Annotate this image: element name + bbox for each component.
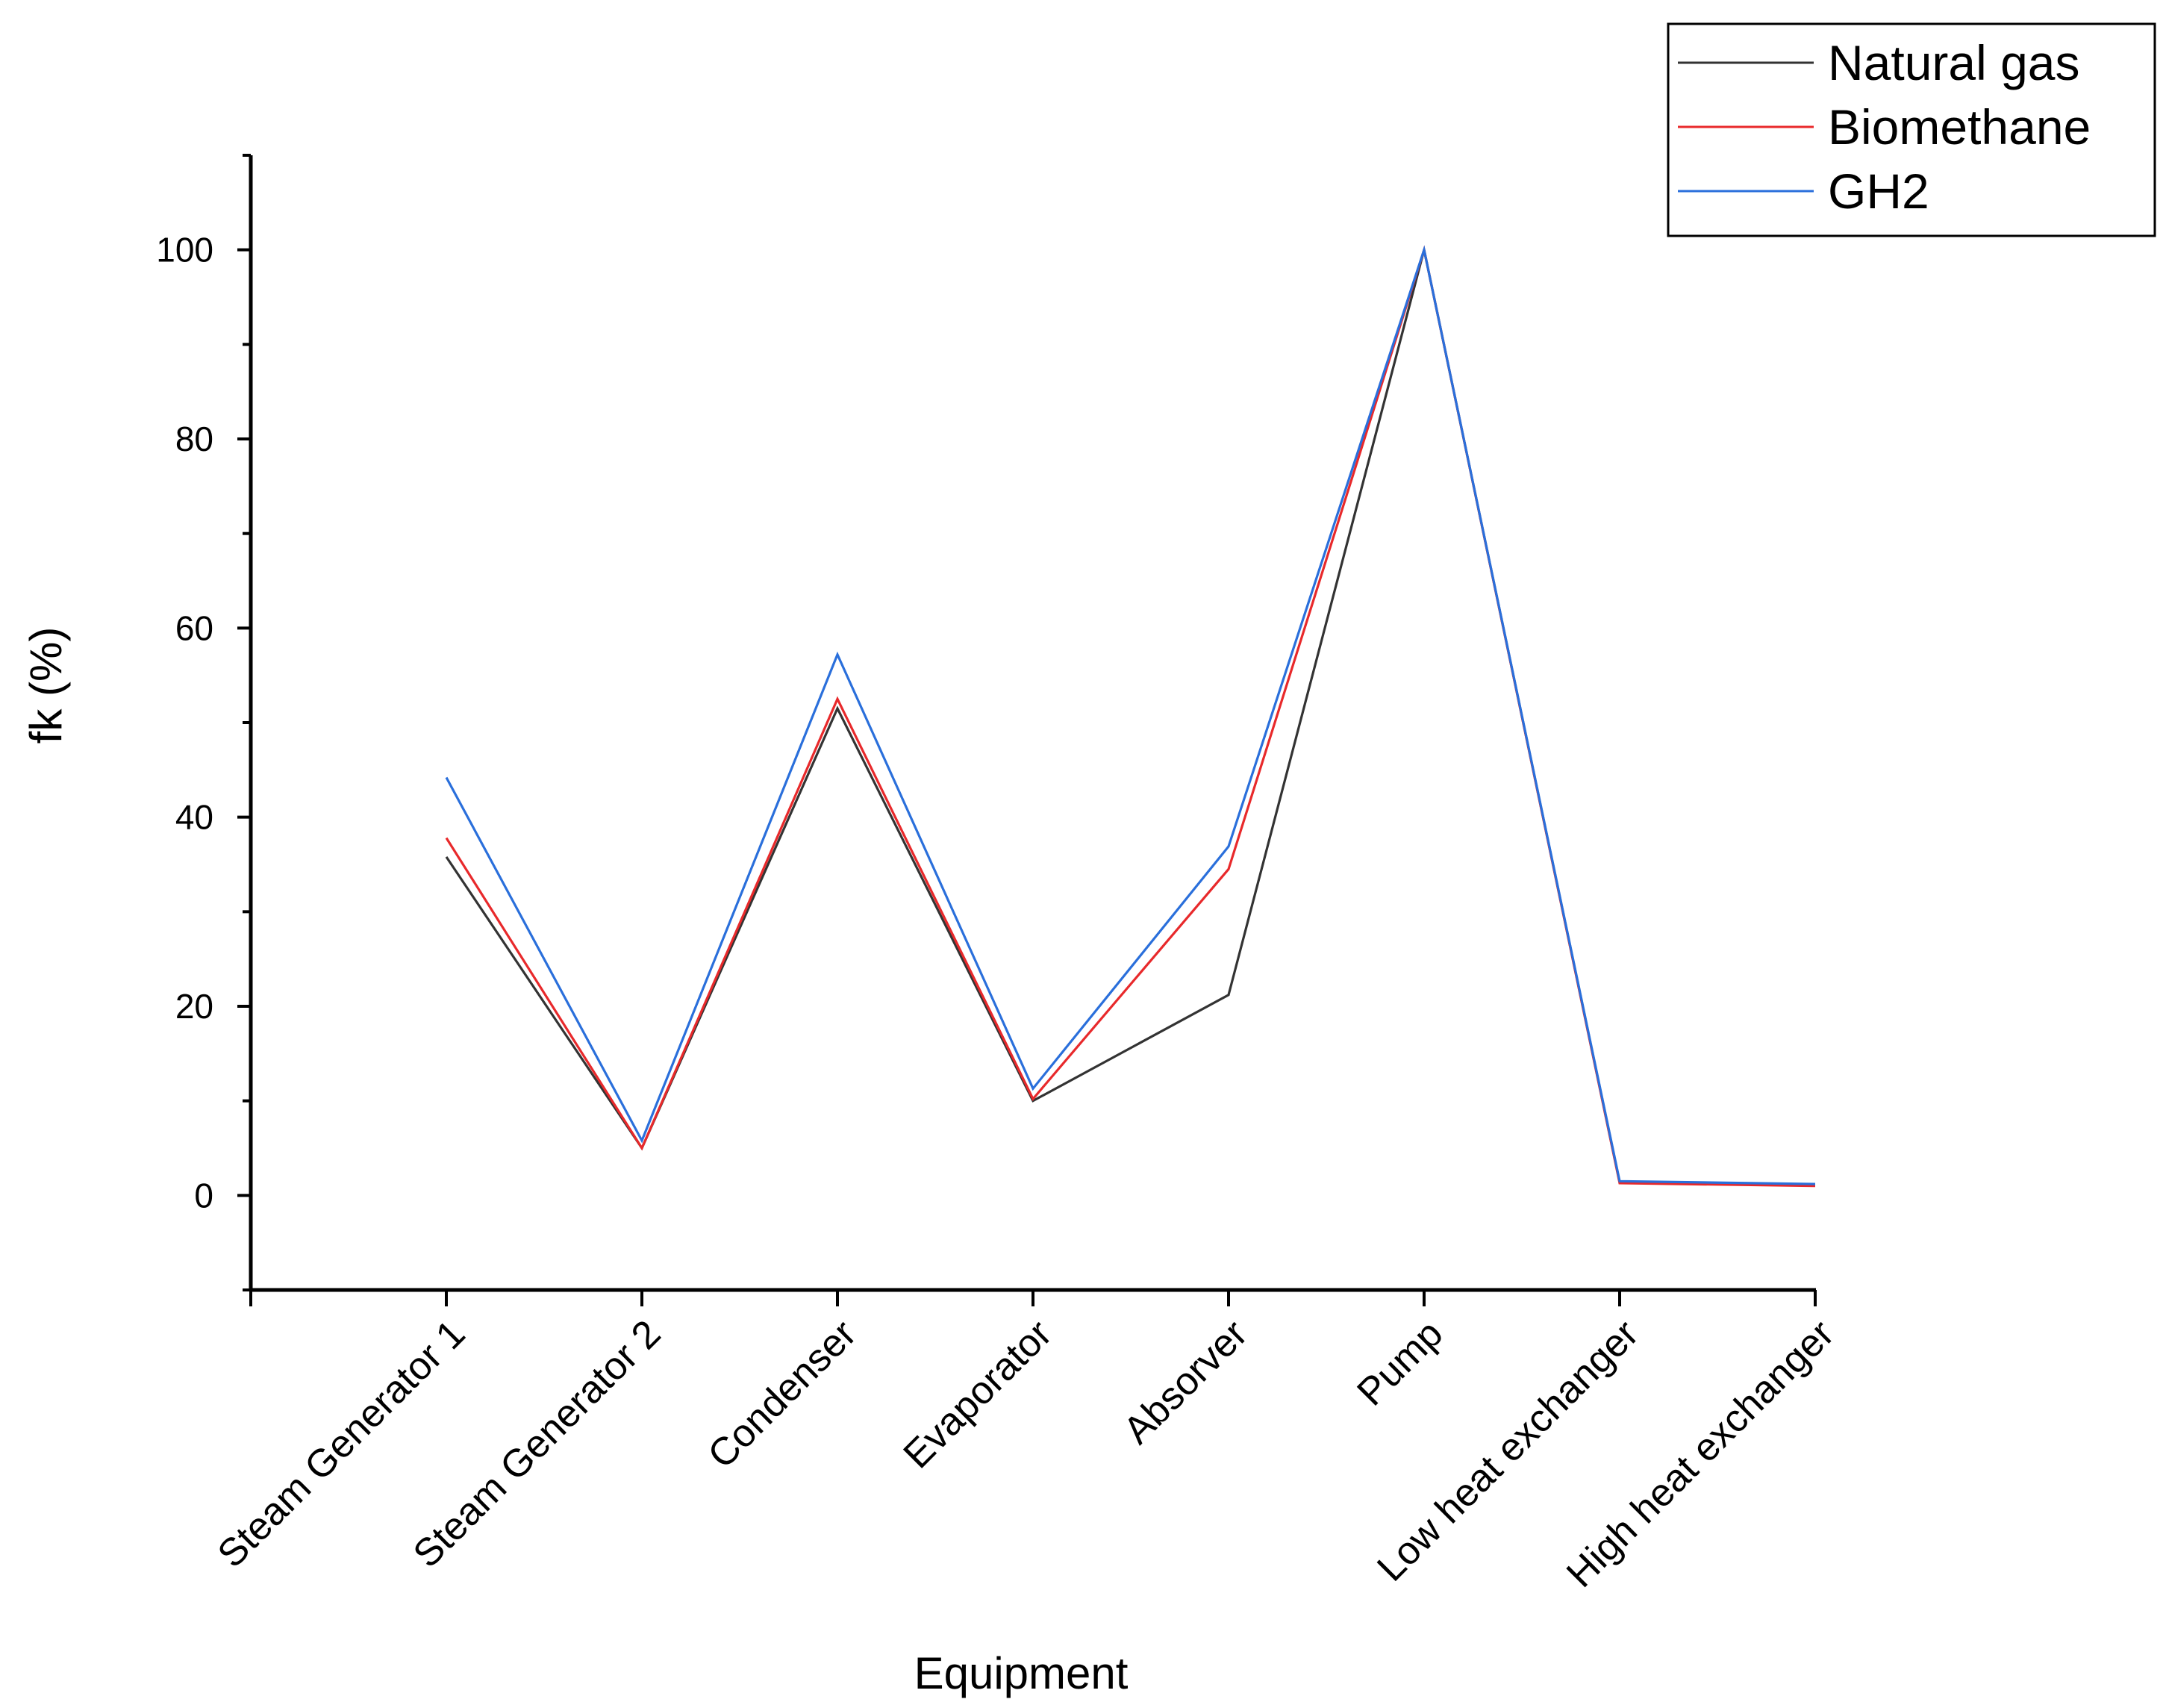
legend-label: GH2 bbox=[1828, 163, 1929, 219]
legend-label: Natural gas bbox=[1828, 35, 2080, 90]
x-tick-label: Pump bbox=[1349, 1312, 1451, 1414]
y-tick-label: 60 bbox=[175, 608, 213, 647]
legend: Natural gas Biomethane GH2 bbox=[1667, 22, 2156, 237]
y-tick-label: 80 bbox=[175, 420, 213, 458]
y-tick-label: 0 bbox=[194, 1176, 213, 1215]
axes bbox=[249, 155, 1816, 1292]
series-lines bbox=[445, 245, 1816, 1188]
y-tick-label: 40 bbox=[175, 798, 213, 837]
y-tick-label: 20 bbox=[175, 987, 213, 1026]
series-line-natural-gas bbox=[445, 249, 1816, 1186]
x-tick-label: Absorver bbox=[1115, 1312, 1255, 1452]
x-tick-label: Condenser bbox=[700, 1312, 865, 1477]
y-ticks: 0 20 40 60 80 100 bbox=[156, 154, 251, 1291]
legend-box bbox=[1667, 22, 2156, 237]
x-axis-title: Equipment bbox=[914, 1648, 1129, 1698]
y-tick-label: 100 bbox=[156, 231, 213, 269]
legend-label: Biomethane bbox=[1828, 99, 2091, 155]
y-axis-title: fk (%) bbox=[21, 627, 71, 744]
series-line-gh2 bbox=[445, 245, 1816, 1185]
series-line-biomethane bbox=[445, 245, 1816, 1188]
x-tick-label: Evaporator bbox=[896, 1312, 1061, 1477]
